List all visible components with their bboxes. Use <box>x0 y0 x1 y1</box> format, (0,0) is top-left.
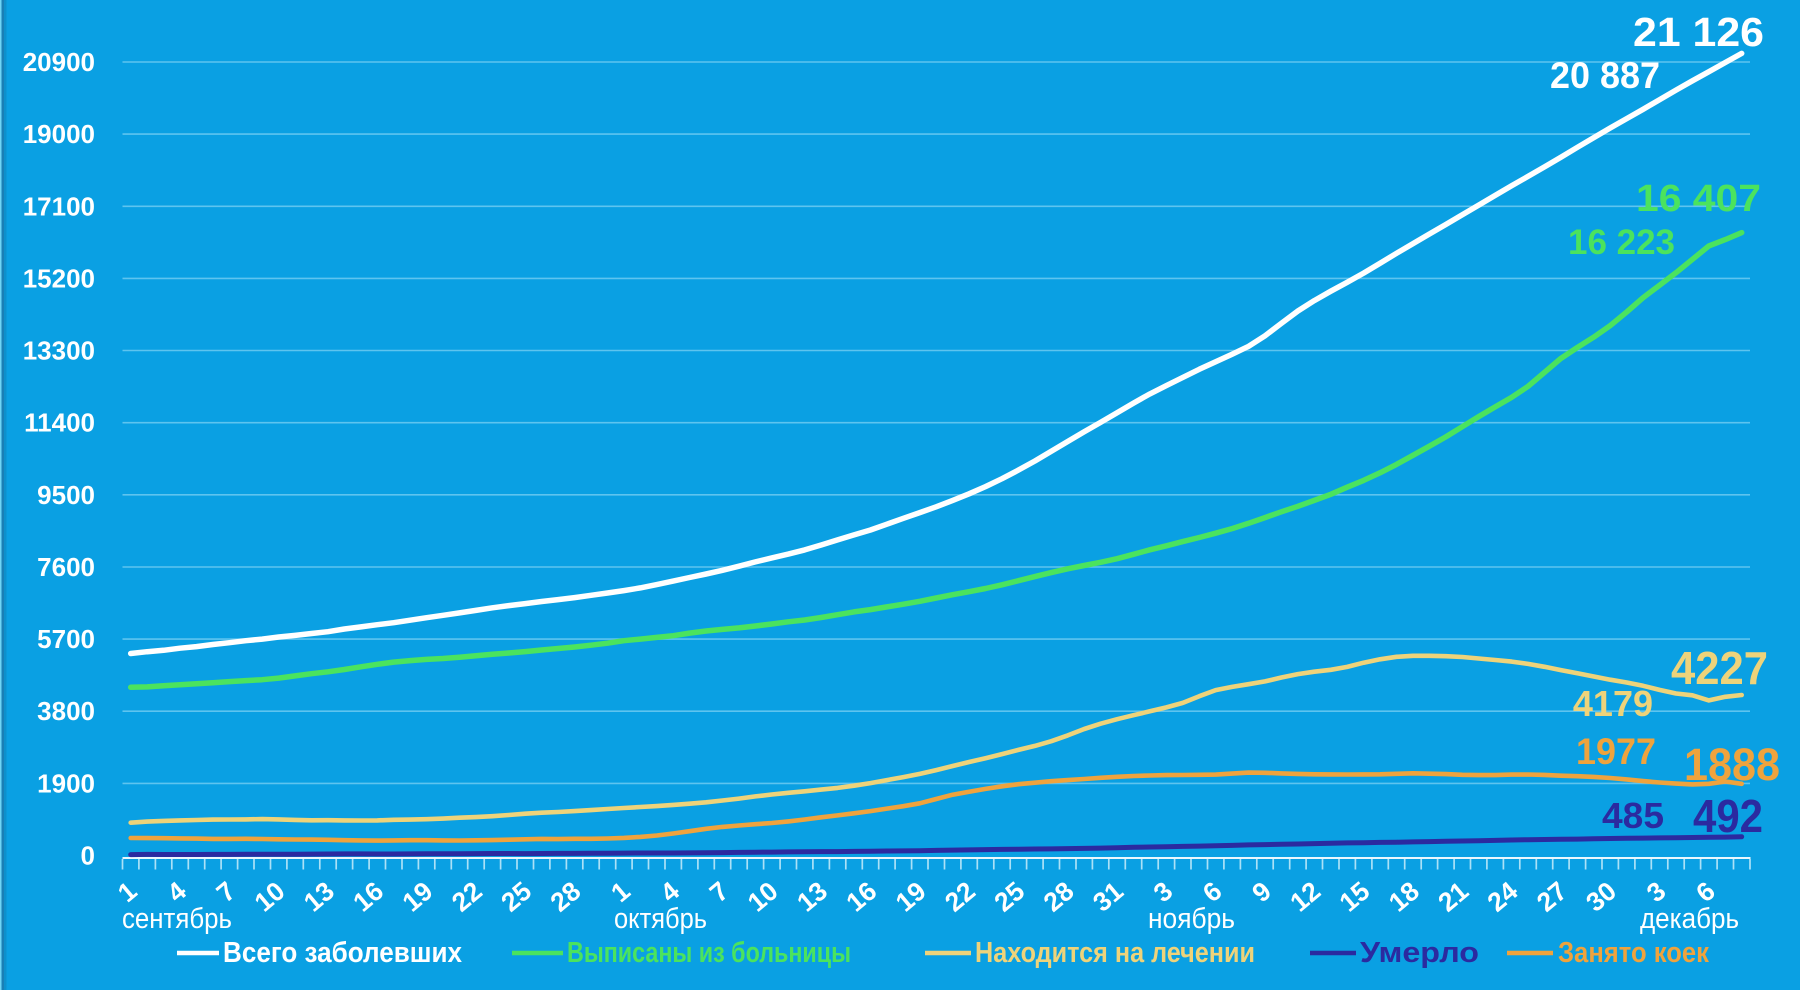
svg-text:1977: 1977 <box>1576 731 1656 772</box>
svg-text:Занято коек: Занято коек <box>1558 937 1709 969</box>
svg-text:Всего заболевших: Всего заболевших <box>223 937 462 969</box>
svg-text:Умерло: Умерло <box>1360 937 1479 969</box>
svg-text:декабрь: декабрь <box>1640 903 1739 935</box>
svg-text:ноябрь: ноябрь <box>1148 903 1235 935</box>
svg-text:Находится на лечении: Находится на лечении <box>975 937 1255 969</box>
svg-text:0: 0 <box>81 841 95 871</box>
svg-text:3800: 3800 <box>37 696 95 726</box>
svg-text:16 223: 16 223 <box>1568 223 1675 262</box>
svg-text:16 407: 16 407 <box>1636 178 1761 220</box>
svg-text:20900: 20900 <box>23 47 95 77</box>
svg-text:13300: 13300 <box>23 336 95 366</box>
svg-text:485: 485 <box>1602 795 1664 836</box>
svg-text:7600: 7600 <box>37 552 95 582</box>
svg-text:17100: 17100 <box>23 191 95 221</box>
svg-text:1900: 1900 <box>37 768 95 798</box>
svg-text:19000: 19000 <box>23 119 95 149</box>
svg-text:15200: 15200 <box>23 263 95 293</box>
svg-text:5700: 5700 <box>37 624 95 654</box>
svg-text:4179: 4179 <box>1573 683 1653 724</box>
svg-text:Выписаны из больницы: Выписаны из больницы <box>567 937 851 969</box>
svg-text:9500: 9500 <box>37 480 95 510</box>
svg-text:1888: 1888 <box>1684 739 1780 790</box>
svg-text:октябрь: октябрь <box>614 903 707 935</box>
svg-text:11400: 11400 <box>24 408 95 438</box>
svg-text:сентябрь: сентябрь <box>122 903 232 935</box>
svg-text:21 126: 21 126 <box>1633 9 1764 55</box>
svg-text:4227: 4227 <box>1671 642 1768 694</box>
svg-text:20 887: 20 887 <box>1550 55 1660 96</box>
svg-text:492: 492 <box>1693 790 1763 842</box>
